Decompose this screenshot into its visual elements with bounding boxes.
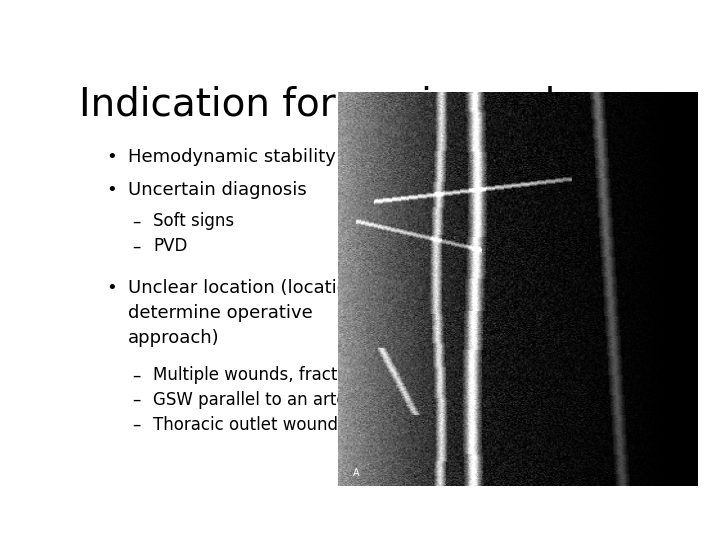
Text: •: • xyxy=(107,148,117,166)
Text: Soft signs: Soft signs xyxy=(153,212,234,231)
Text: GSW parallel to an artery: GSW parallel to an artery xyxy=(153,391,364,409)
Text: •: • xyxy=(107,279,117,297)
Text: Indication for angiography: Indication for angiography xyxy=(79,85,592,124)
Text: Unclear location (location
determine operative
approach): Unclear location (location determine ope… xyxy=(128,279,359,347)
Text: •: • xyxy=(107,181,117,199)
Text: –: – xyxy=(132,416,140,434)
Text: Multiple wounds, fractures: Multiple wounds, fractures xyxy=(153,366,374,384)
Text: Thoracic outlet wound: Thoracic outlet wound xyxy=(153,416,338,434)
Text: A: A xyxy=(353,468,359,478)
Text: –: – xyxy=(132,366,140,384)
Text: PVD: PVD xyxy=(153,238,187,255)
Text: –: – xyxy=(132,212,140,231)
Text: Uncertain diagnosis: Uncertain diagnosis xyxy=(128,181,307,199)
Text: –: – xyxy=(132,391,140,409)
Text: –: – xyxy=(132,238,140,255)
Text: Hemodynamic stability: Hemodynamic stability xyxy=(128,148,336,166)
